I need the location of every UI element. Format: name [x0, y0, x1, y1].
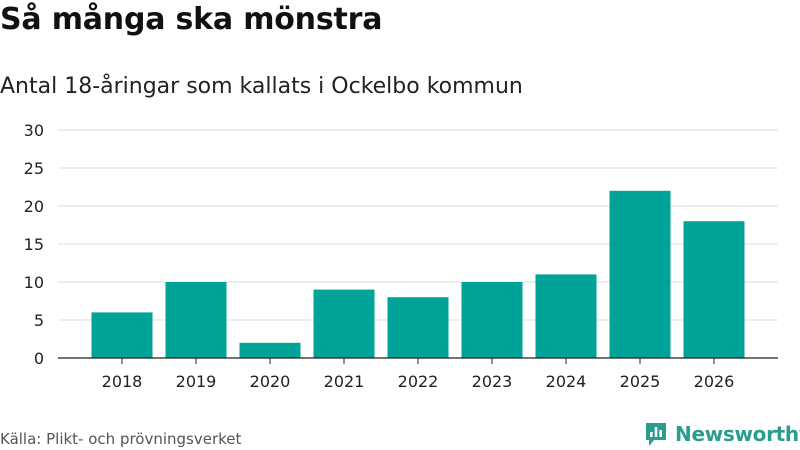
bar [387, 297, 449, 358]
newsworthy-logo-icon [646, 423, 666, 446]
x-tick-label: 2022 [398, 372, 439, 391]
x-tick-label: 2021 [324, 372, 365, 391]
bar [313, 289, 375, 358]
chart-title: Så många ska mönstra [0, 2, 383, 37]
y-tick-label: 0 [34, 349, 44, 368]
brand-name: Newsworthy [675, 422, 800, 446]
bar [239, 342, 301, 358]
bar [683, 221, 745, 358]
y-tick-label: 25 [24, 159, 44, 178]
x-tick-label: 2026 [694, 372, 735, 391]
x-tick-label: 2020 [250, 372, 291, 391]
y-tick-label: 30 [24, 121, 44, 140]
brand-logo: Newsworthy [644, 420, 800, 448]
y-tick-label: 10 [24, 273, 44, 292]
source-note: Källa: Plikt- och prövningsverket [0, 430, 242, 448]
bar [535, 274, 597, 358]
x-tick-label: 2025 [620, 372, 661, 391]
bar [609, 190, 671, 358]
x-tick-label: 2018 [102, 372, 143, 391]
bar [91, 312, 153, 358]
chart-subtitle: Antal 18-åringar som kallats i Ockelbo k… [0, 74, 523, 99]
x-tick-label: 2024 [546, 372, 587, 391]
x-tick-label: 2019 [176, 372, 217, 391]
y-tick-label: 20 [24, 197, 44, 216]
y-tick-label: 5 [34, 311, 44, 330]
x-tick-label: 2023 [472, 372, 513, 391]
bar [461, 282, 523, 358]
bar [165, 282, 227, 358]
y-tick-label: 15 [24, 235, 44, 254]
